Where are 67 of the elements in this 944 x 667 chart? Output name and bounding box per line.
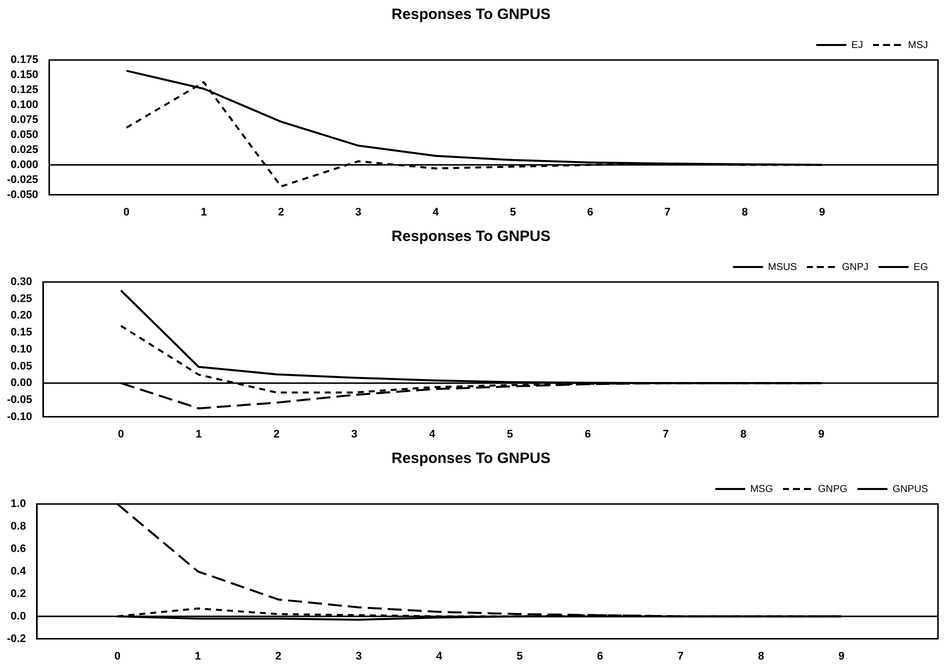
legend-label: GNPG xyxy=(818,484,848,495)
y-tick-label: -0.2 xyxy=(6,632,26,645)
x-tick-label: 2 xyxy=(278,206,284,218)
y-tick-label: -0.05 xyxy=(6,394,32,406)
x-tick-label: 3 xyxy=(351,428,358,440)
x-tick-label: 8 xyxy=(742,206,748,218)
y-tick-label: 0.125 xyxy=(10,84,38,96)
y-tick-label: 0.2 xyxy=(10,588,26,600)
legend-label: GNPUS xyxy=(892,484,928,495)
y-tick-label: 0.000 xyxy=(10,158,38,171)
y-tick-label: 0.0 xyxy=(10,610,26,622)
y-tick-label: 0.025 xyxy=(10,144,38,156)
y-tick-label: -0.025 xyxy=(6,174,38,186)
legend-label: MSJ xyxy=(908,40,928,51)
legend-label: MSG xyxy=(750,484,774,495)
legend-label: MSUS xyxy=(768,262,798,273)
x-tick-label: 7 xyxy=(677,650,684,662)
x-tick-label: 1 xyxy=(196,428,202,440)
x-tick-label: 6 xyxy=(584,428,591,440)
y-tick-label: 0.175 xyxy=(10,54,38,66)
x-tick-label: 7 xyxy=(664,206,671,218)
y-tick-label: 0.8 xyxy=(10,520,26,532)
x-tick-label: 6 xyxy=(587,206,594,218)
y-tick-label: 0.050 xyxy=(10,128,38,141)
x-tick-label: 9 xyxy=(819,206,826,218)
chart-title: Responses To GNPUS xyxy=(392,6,550,24)
x-tick-label: 4 xyxy=(432,206,440,218)
legend-label: GNPJ xyxy=(842,262,869,273)
y-tick-label: 0.4 xyxy=(10,565,27,578)
y-tick-label: 0.00 xyxy=(10,377,32,390)
x-tick-label: 0 xyxy=(118,428,124,440)
y-tick-label: 0.25 xyxy=(10,292,32,305)
x-tick-label: 9 xyxy=(818,428,824,440)
x-tick-label: 9 xyxy=(838,650,845,662)
x-tick-label: 5 xyxy=(516,650,523,662)
x-tick-label: 0 xyxy=(114,650,120,662)
x-tick-label: 0 xyxy=(123,206,130,218)
x-tick-label: 2 xyxy=(275,650,282,662)
y-tick-label: 0.075 xyxy=(10,114,38,126)
chart-title: Responses To GNPUS xyxy=(392,228,550,246)
x-tick-label: 4 xyxy=(436,650,444,662)
x-tick-label: 1 xyxy=(194,650,201,662)
y-tick-label: 0.30 xyxy=(10,276,32,288)
y-tick-label: 0.15 xyxy=(10,326,32,339)
x-tick-label: 3 xyxy=(356,650,362,662)
y-tick-label: 1.0 xyxy=(10,498,26,510)
y-tick-label: 0.100 xyxy=(10,98,38,111)
x-tick-label: 4 xyxy=(429,428,436,440)
y-tick-label: -0.050 xyxy=(6,188,38,201)
x-tick-label: 5 xyxy=(506,428,514,440)
y-tick-label: 0.150 xyxy=(10,69,38,82)
x-tick-label: 2 xyxy=(273,428,280,440)
y-tick-label: 0.6 xyxy=(10,542,26,555)
x-tick-label: 6 xyxy=(597,650,604,662)
y-tick-label: -0.10 xyxy=(6,410,32,423)
x-tick-label: 5 xyxy=(510,206,516,218)
y-tick-label: 0.10 xyxy=(10,343,32,356)
x-tick-label: 8 xyxy=(740,428,747,440)
x-tick-label: 8 xyxy=(758,650,764,662)
y-tick-label: 0.20 xyxy=(10,310,32,322)
x-tick-label: 1 xyxy=(200,206,207,218)
y-tick-label: 0.05 xyxy=(10,360,32,372)
x-tick-label: 7 xyxy=(662,428,669,440)
legend-label: EJ xyxy=(851,40,863,51)
legend-label: EG xyxy=(914,262,928,273)
x-tick-label: 3 xyxy=(355,206,362,218)
chart-title: Responses To GNPUS xyxy=(392,450,550,468)
